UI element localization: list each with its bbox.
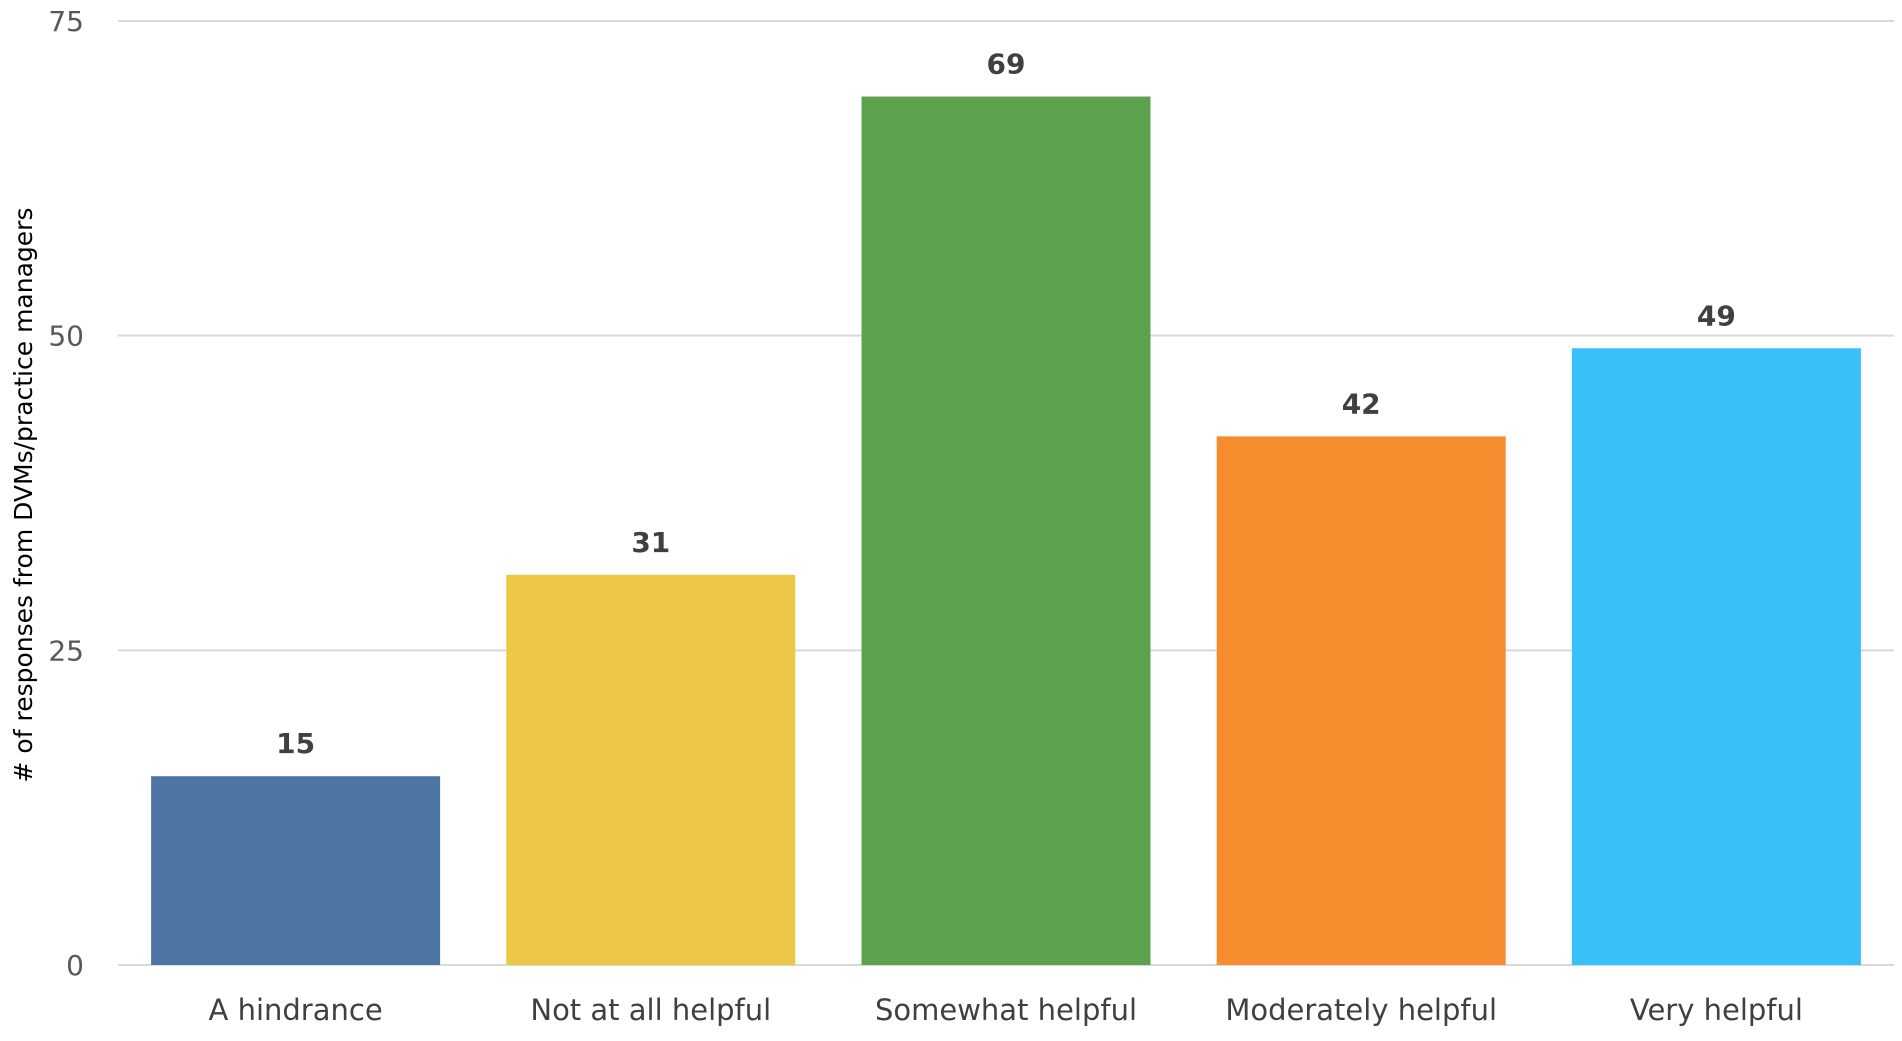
x-category-label: A hindrance [209,993,383,1027]
y-tick-label: 25 [48,634,84,667]
bar-not-at-all-helpful [506,574,796,965]
x-category-label: Not at all helpful [530,993,771,1027]
bars [151,96,1861,966]
data-label: 31 [631,526,670,559]
bar-moderately-helpful [1216,436,1506,965]
x-category-label: Very helpful [1630,993,1803,1027]
data-label: 15 [276,727,315,760]
data-labels: 15 31 69 42 49 [276,48,1736,761]
bar-somewhat-helpful [861,96,1151,965]
x-category-label: Somewhat helpful [875,993,1137,1027]
x-category-label: Moderately helpful [1225,993,1497,1027]
data-label: 49 [1697,299,1736,332]
axes: # of responses from DVMs/practice manage… [9,5,1803,1027]
bar-very-helpful [1571,348,1861,966]
bar-a-hindrance [151,776,441,965]
y-tick-label: 50 [48,320,84,353]
data-label: 42 [1342,387,1381,420]
data-label: 69 [987,48,1026,81]
y-tick-label: 0 [66,949,84,982]
y-tick-label: 75 [48,5,84,38]
y-axis-title: # of responses from DVMs/practice manage… [9,208,38,783]
